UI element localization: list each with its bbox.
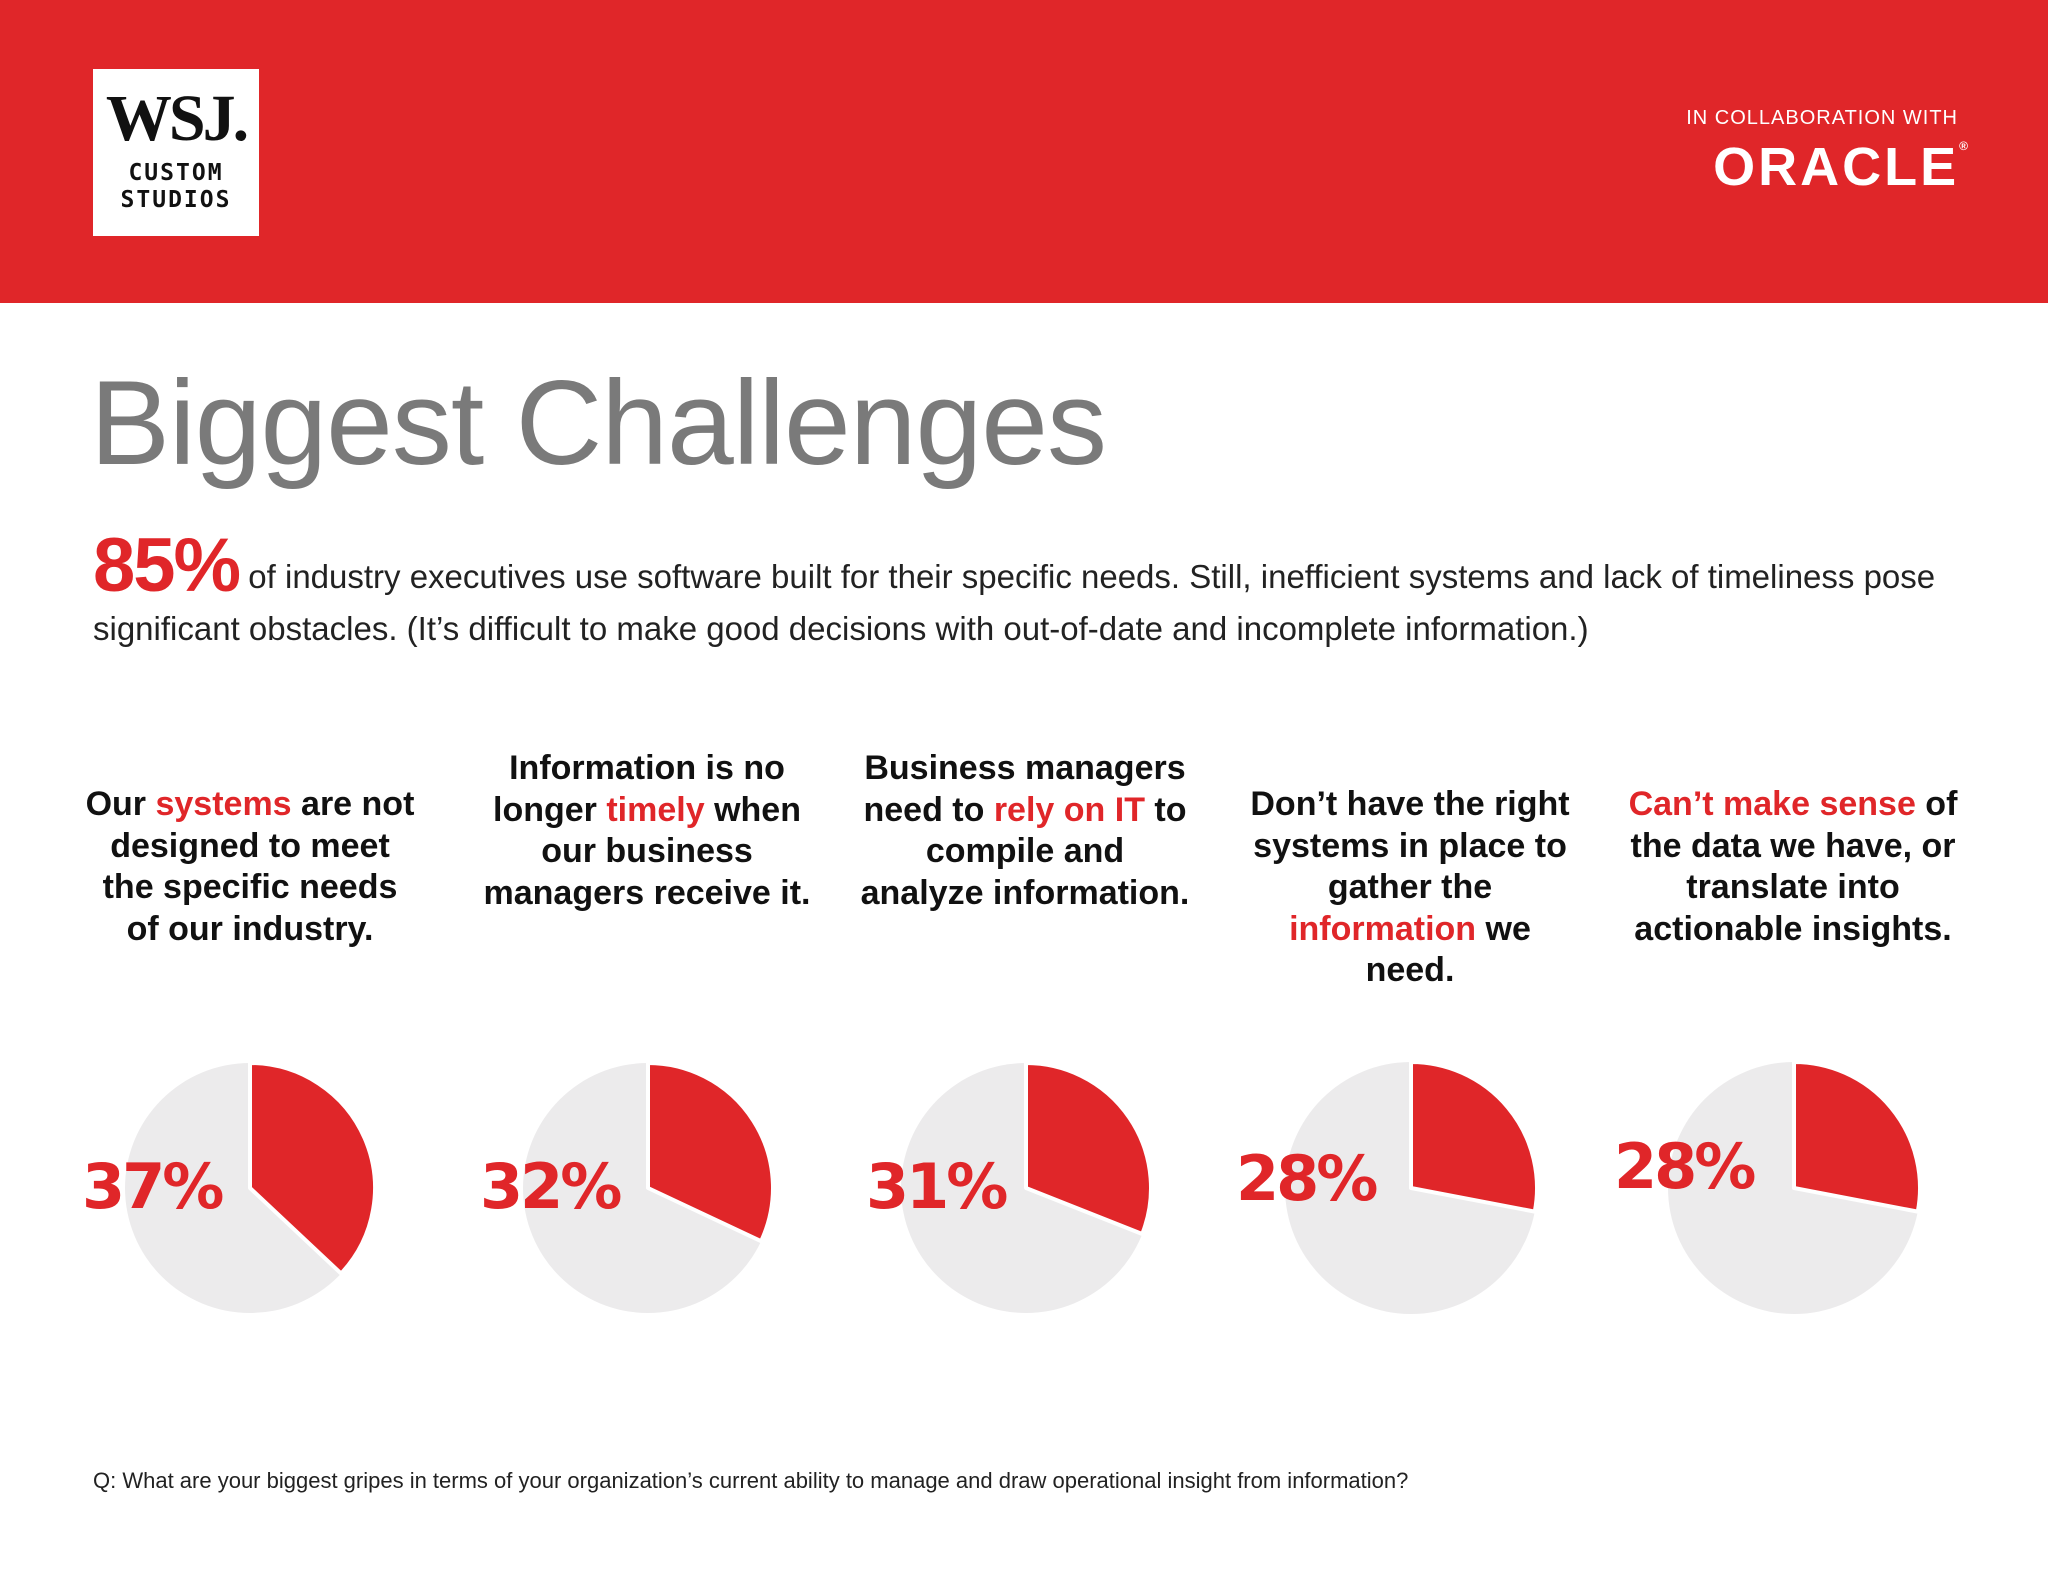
- intro-text: of industry executives use software buil…: [93, 558, 1936, 647]
- oracle-logo: ORACLE®: [1713, 140, 1968, 194]
- pie-4-slice: [1409, 1060, 1539, 1214]
- card-caption-3: Business managers need to rely on IT to …: [860, 749, 1190, 912]
- pie-3-slice: [1024, 1061, 1153, 1237]
- pie-5-slice: [1792, 1060, 1922, 1214]
- registered-mark: ®: [1959, 139, 1968, 153]
- card-caption-1: Our systems are not designed to meet the…: [85, 785, 415, 948]
- wsj-custom-studios-logo: WSJ. CUSTOM STUDIOS: [93, 69, 259, 236]
- logo-studios-text: STUDIOS: [120, 187, 232, 213]
- pie-5-percent-label: 28%: [1614, 1130, 1755, 1203]
- intro-paragraph: 85% of industry executives use software …: [93, 528, 1973, 655]
- card-caption-5: Can’t make sense of the data we have, or…: [1628, 785, 1958, 948]
- intro-stat: 85%: [93, 523, 241, 608]
- page-title: Biggest Challenges: [90, 356, 1107, 490]
- pie-1-slice: [248, 1061, 377, 1276]
- pie-4-percent-label: 28%: [1236, 1142, 1377, 1215]
- card-caption-4: Don’t have the right systems in place to…: [1250, 785, 1570, 989]
- header-banner: WSJ. CUSTOM STUDIOS IN COLLABORATION WIT…: [0, 0, 2048, 303]
- pie-2-percent-label: 32%: [480, 1150, 621, 1223]
- logo-custom-text: CUSTOM: [128, 160, 224, 186]
- pie-3-percent-label: 31%: [866, 1150, 1007, 1223]
- survey-question: Q: What are your biggest gripes in terms…: [93, 1468, 1409, 1493]
- collaboration-label: IN COLLABORATION WITH: [1686, 107, 1958, 129]
- logo-wsj-text: WSJ.: [105, 82, 249, 155]
- oracle-logo-text: ORACLE: [1713, 137, 1960, 197]
- pie-2-slice: [646, 1061, 775, 1244]
- pie-1-percent-label: 37%: [82, 1150, 223, 1223]
- card-caption-2: Information is no longer timely when our…: [483, 749, 811, 912]
